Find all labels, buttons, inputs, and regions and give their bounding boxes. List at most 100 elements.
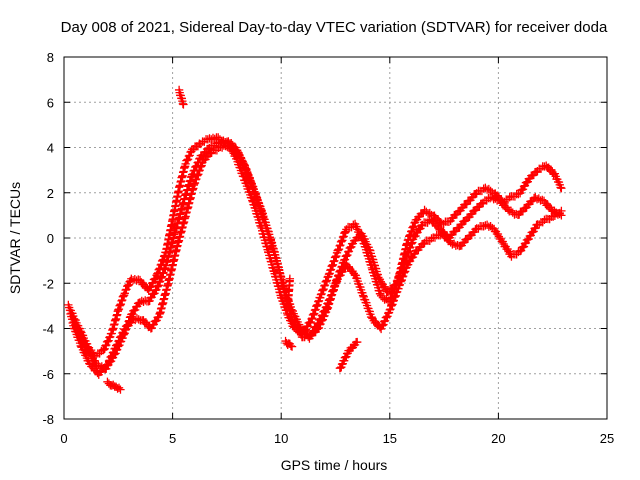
y-axis-label: SDTVAR / TECUs xyxy=(7,182,23,294)
data-point xyxy=(326,266,335,275)
data-point xyxy=(327,262,336,271)
data-point xyxy=(308,314,317,323)
data-point xyxy=(158,269,167,278)
data-point xyxy=(337,236,346,246)
data-point xyxy=(324,270,334,279)
data-point xyxy=(334,245,343,254)
y-tick-label: 6 xyxy=(47,95,54,110)
data-point xyxy=(100,344,109,353)
data-point xyxy=(194,170,203,179)
data-point xyxy=(318,310,327,320)
data-point xyxy=(114,304,124,314)
data-point xyxy=(330,282,339,292)
data-point xyxy=(338,359,347,368)
data-point xyxy=(322,302,331,311)
y-tick-label: -8 xyxy=(42,412,54,427)
data-point xyxy=(123,281,133,290)
data-point xyxy=(185,151,194,160)
data-point xyxy=(190,178,200,188)
data-point xyxy=(154,281,163,290)
data-point xyxy=(325,295,334,304)
data-point xyxy=(407,226,417,235)
x-tick-label: 20 xyxy=(491,431,505,446)
data-point xyxy=(183,155,192,165)
data-point xyxy=(311,305,320,314)
data-point xyxy=(325,269,334,278)
data-point xyxy=(376,324,386,334)
data-point xyxy=(322,277,331,286)
x-tick-label: 0 xyxy=(60,431,67,446)
data-point xyxy=(338,233,348,242)
data-point xyxy=(329,286,338,295)
data-point xyxy=(156,260,165,270)
data-point xyxy=(104,359,113,369)
y-tick-label: 8 xyxy=(47,50,54,65)
data-point xyxy=(316,314,326,323)
data-point xyxy=(319,284,328,294)
data-point xyxy=(320,280,330,290)
data-point xyxy=(312,301,322,310)
data-point xyxy=(390,292,400,301)
data-point xyxy=(389,296,398,305)
data-point xyxy=(196,162,205,172)
data-point xyxy=(338,236,347,245)
data-point xyxy=(407,227,416,236)
data-point xyxy=(387,301,396,310)
y-tick-label: -4 xyxy=(42,322,54,337)
data-point xyxy=(316,293,325,302)
data-point xyxy=(557,206,566,215)
data-point xyxy=(347,242,356,251)
y-axis: -8 -6 -4 -2 0 2 4 6 8 xyxy=(42,50,607,427)
data-point xyxy=(320,306,330,315)
data-point xyxy=(122,285,131,294)
data-point xyxy=(385,305,394,315)
y-tick-label: 4 xyxy=(47,141,54,156)
data-point xyxy=(197,161,206,170)
data-point xyxy=(394,284,403,293)
data-point xyxy=(398,272,407,281)
data-point xyxy=(397,276,406,285)
data-point xyxy=(336,237,346,247)
data-point xyxy=(155,277,165,286)
data-point xyxy=(116,300,125,310)
data-point xyxy=(306,317,315,327)
x-tick-label: 5 xyxy=(169,431,176,446)
data-point xyxy=(114,305,123,315)
data-point xyxy=(399,268,408,278)
data-point xyxy=(157,273,166,282)
data-point xyxy=(329,257,338,266)
data-point xyxy=(332,251,341,261)
data-point xyxy=(181,159,190,168)
y-tick-label: -6 xyxy=(42,367,54,382)
data-point xyxy=(317,289,326,298)
data-point xyxy=(331,252,340,261)
grid xyxy=(64,57,607,419)
data-point xyxy=(285,274,295,283)
data-point xyxy=(309,310,318,319)
data-point xyxy=(380,316,390,325)
data-point xyxy=(342,352,351,361)
data-point xyxy=(192,174,201,184)
data-point xyxy=(310,306,320,315)
chart-title: Day 008 of 2021, Sidereal Day-to-day VTE… xyxy=(61,19,608,36)
data-point xyxy=(183,155,193,164)
data-point xyxy=(116,300,126,309)
data-point xyxy=(123,282,132,291)
data-point xyxy=(400,267,409,277)
data-point xyxy=(408,223,417,232)
data-point xyxy=(191,175,200,184)
data-point xyxy=(115,301,124,310)
data-point xyxy=(326,291,336,300)
data-point xyxy=(313,300,322,309)
data-point xyxy=(106,332,115,341)
data-point xyxy=(104,336,113,345)
data-point xyxy=(116,385,125,394)
data-point xyxy=(190,179,199,188)
data-point xyxy=(156,273,165,283)
data-point xyxy=(328,260,338,269)
data-point xyxy=(391,291,400,300)
y-tick-label: 0 xyxy=(47,231,54,246)
data-point xyxy=(383,312,392,321)
data-point xyxy=(119,328,128,337)
x-axis: 0 5 10 15 20 25 xyxy=(60,57,614,446)
